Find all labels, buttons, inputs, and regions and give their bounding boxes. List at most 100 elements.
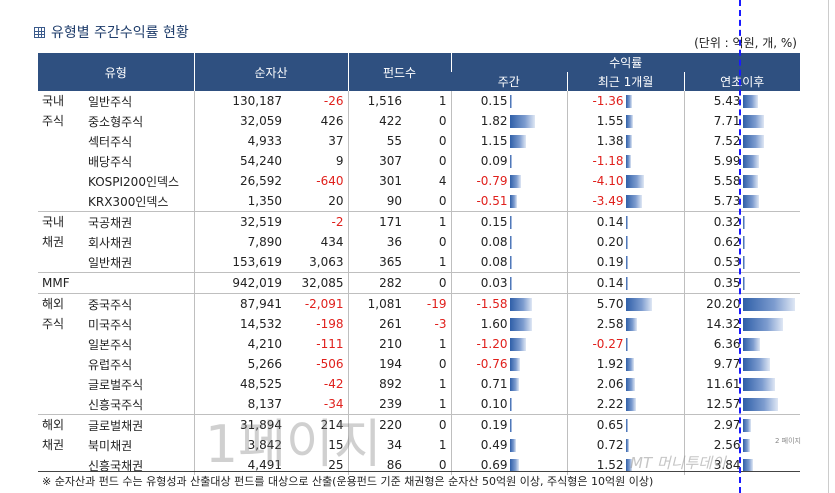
net-assets-cell: 4,491 bbox=[247, 458, 282, 472]
return-value: 20.20 bbox=[706, 297, 741, 311]
header-one-month: 최근 1개월 bbox=[566, 72, 684, 91]
table-row: 북미채권 3,842 15 34 1 0.49 0.72 2.56 bbox=[38, 435, 800, 455]
fund-count-cell: 1,516 bbox=[367, 94, 402, 108]
net-assets-cell: 54,240 bbox=[240, 154, 282, 168]
group-label: 국내 채권 bbox=[38, 211, 84, 273]
net-assets-cell: 3,842 bbox=[247, 438, 282, 452]
return-value: 12.57 bbox=[706, 397, 741, 411]
weekly-return-cell: 0.49 bbox=[451, 435, 568, 455]
table-row: 배당주식 54,240 9 307 0 0.09 -1.18 5.99 bbox=[38, 151, 800, 171]
return-value: 5.73 bbox=[713, 194, 741, 208]
fund-count-change-cell: 1 bbox=[406, 435, 452, 455]
return-value: -0.79 bbox=[476, 174, 508, 188]
return-value: 14.32 bbox=[706, 317, 741, 331]
return-bar bbox=[742, 419, 751, 432]
return-bar bbox=[625, 256, 628, 269]
return-value: 0.08 bbox=[480, 255, 508, 269]
return-value: 0.19 bbox=[480, 418, 508, 432]
ytd-return-cell: 11.61 bbox=[684, 374, 800, 394]
one-month-return-cell: 0.65 bbox=[567, 414, 685, 435]
weekly-return-cell: -1.20 bbox=[451, 334, 568, 354]
net-assets-change-cell: 25 bbox=[286, 455, 349, 475]
fund-count-change-cell: 1 bbox=[406, 374, 452, 394]
return-bar bbox=[625, 338, 628, 351]
net-assets-change-cell: -2,091 bbox=[286, 293, 349, 314]
one-month-return-cell: 1.55 bbox=[567, 111, 685, 131]
watermark: 1페이지 bbox=[205, 415, 382, 475]
group-label: MMF bbox=[38, 272, 84, 294]
net-assets-cell: 48,525 bbox=[240, 377, 282, 391]
one-month-return-cell: -1.36 bbox=[567, 91, 685, 111]
return-value: 0.49 bbox=[480, 438, 508, 452]
return-value: 7.71 bbox=[713, 114, 741, 128]
return-bar bbox=[625, 358, 635, 371]
return-value: 3.84 bbox=[713, 458, 741, 472]
return-bar bbox=[742, 95, 758, 108]
weekly-return-cell: -0.51 bbox=[451, 191, 568, 212]
return-value: 5.70 bbox=[596, 297, 624, 311]
return-bar bbox=[742, 318, 783, 331]
return-bar bbox=[625, 419, 629, 432]
table-icon bbox=[34, 26, 45, 38]
return-value: 0.72 bbox=[596, 438, 624, 452]
return-bar bbox=[625, 298, 652, 311]
return-value: 0.15 bbox=[480, 215, 508, 229]
return-bar bbox=[742, 378, 775, 391]
table-row: 일본주식 4,210 -111 210 1 -1.20 -0.27 6.36 bbox=[38, 334, 800, 354]
return-bar bbox=[509, 216, 512, 229]
net-assets-change-cell: 3,063 bbox=[286, 252, 349, 273]
return-bar bbox=[509, 398, 512, 411]
ytd-return-cell: 2.97 bbox=[684, 414, 801, 435]
return-bar bbox=[742, 459, 754, 472]
fund-count-cell: 261 bbox=[379, 317, 402, 331]
type-cell: KRX300인덱스 bbox=[84, 191, 195, 212]
title-text: 유형별 주간수익률 현황 bbox=[51, 25, 189, 41]
ytd-return-cell: 12.57 bbox=[684, 394, 800, 415]
return-value: -1.20 bbox=[476, 337, 508, 351]
header-net-assets: 순자산 bbox=[193, 53, 348, 91]
table-row: 해외 주식 중국주식 87,941 -2,091 1,081 -19 -1.58 5.70 20… bbox=[38, 293, 801, 415]
return-value: 2.58 bbox=[596, 317, 624, 331]
weekly-return-cell: 1.60 bbox=[451, 314, 568, 334]
ytd-return-cell: 6.36 bbox=[684, 334, 800, 354]
net-assets-cell: 4,933 bbox=[247, 134, 282, 148]
fund-count-cell: 34 bbox=[386, 438, 402, 452]
unit-label: (단위 : 억원, 개, %) bbox=[694, 36, 797, 50]
type-cell: 글로벌채권 bbox=[84, 414, 195, 435]
return-bar bbox=[509, 298, 532, 311]
weekly-return-cell: 1.82 bbox=[451, 111, 568, 131]
return-value: 2.06 bbox=[596, 377, 624, 391]
weekly-return-cell: 0.10 bbox=[451, 394, 568, 415]
return-bar bbox=[625, 195, 642, 208]
one-month-return-cell: 5.70 bbox=[567, 293, 685, 314]
type-cell: 일본주식 bbox=[84, 334, 195, 354]
table-row: 신흥국채권 4,491 25 86 0 0.69 1.52 3.84 bbox=[38, 455, 800, 475]
return-value: 5.99 bbox=[713, 154, 741, 168]
type-cell: 신흥국채권 bbox=[84, 455, 195, 475]
return-value: 0.15 bbox=[480, 94, 508, 108]
fund-count-change-cell: 0 bbox=[406, 151, 452, 171]
weekly-return-cell: 0.69 bbox=[451, 455, 568, 475]
net-assets-cell: 26,592 bbox=[240, 174, 282, 188]
return-value: 0.10 bbox=[480, 397, 508, 411]
net-assets-change-cell: -2 bbox=[286, 211, 349, 232]
net-assets-change-cell: -640 bbox=[286, 171, 349, 191]
return-bar bbox=[742, 338, 761, 351]
return-bar bbox=[509, 195, 517, 208]
type-cell: KOSPI200인덱스 bbox=[84, 171, 195, 191]
one-month-return-cell: 2.22 bbox=[567, 394, 685, 415]
return-bar bbox=[509, 439, 517, 452]
net-assets-cell: 7,890 bbox=[247, 235, 282, 249]
return-bar bbox=[625, 216, 628, 229]
weekly-return-cell: 0.15 bbox=[451, 211, 568, 232]
fund-count-change-cell: 0 bbox=[406, 354, 452, 374]
return-bar bbox=[625, 236, 628, 249]
net-assets-change-cell: -198 bbox=[286, 314, 349, 334]
type-cell: 회사채권 bbox=[84, 232, 195, 252]
type-cell: 국공채권 bbox=[84, 211, 195, 232]
return-bar bbox=[625, 175, 645, 188]
page-mark: 2 페이지 bbox=[775, 437, 801, 445]
net-assets-change-cell: 214 bbox=[286, 414, 349, 435]
net-assets-change-cell: -506 bbox=[286, 354, 349, 374]
return-bar bbox=[742, 195, 759, 208]
